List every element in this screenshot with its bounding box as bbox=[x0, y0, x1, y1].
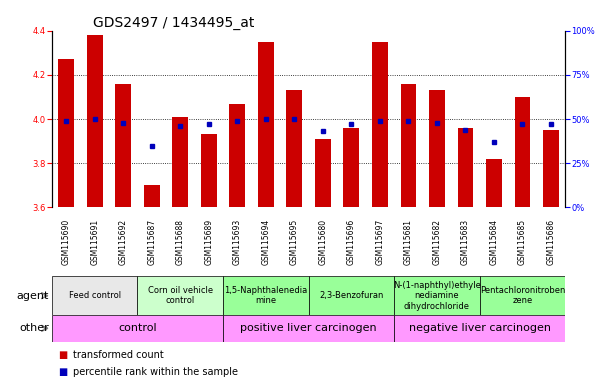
Text: GSM115688: GSM115688 bbox=[176, 219, 185, 265]
Bar bbox=[372, 42, 388, 207]
Bar bbox=[309, 276, 394, 315]
Bar bbox=[144, 185, 159, 207]
Text: transformed count: transformed count bbox=[73, 350, 164, 360]
Bar bbox=[258, 42, 274, 207]
Text: GSM115686: GSM115686 bbox=[546, 219, 555, 265]
Text: GSM115689: GSM115689 bbox=[204, 219, 213, 265]
Bar bbox=[287, 90, 302, 207]
Text: GSM115685: GSM115685 bbox=[518, 219, 527, 265]
Text: GDS2497 / 1434495_at: GDS2497 / 1434495_at bbox=[93, 16, 254, 30]
Text: GSM115692: GSM115692 bbox=[119, 219, 128, 265]
Text: N-(1-naphthyl)ethyle
nediamine
dihydrochloride: N-(1-naphthyl)ethyle nediamine dihydroch… bbox=[393, 281, 481, 311]
Bar bbox=[52, 315, 223, 342]
Text: Corn oil vehicle
control: Corn oil vehicle control bbox=[148, 286, 213, 305]
Text: positive liver carcinogen: positive liver carcinogen bbox=[240, 323, 377, 333]
Bar bbox=[87, 35, 103, 207]
Text: GSM115693: GSM115693 bbox=[233, 219, 242, 265]
Text: GSM115681: GSM115681 bbox=[404, 219, 413, 265]
Bar bbox=[458, 128, 473, 207]
Text: GSM115694: GSM115694 bbox=[262, 219, 270, 265]
Text: Pentachloronitroben
zene: Pentachloronitroben zene bbox=[480, 286, 565, 305]
Bar bbox=[343, 128, 359, 207]
Bar bbox=[394, 276, 480, 315]
Bar bbox=[115, 84, 131, 207]
Text: other: other bbox=[19, 323, 49, 333]
Text: GSM115684: GSM115684 bbox=[489, 219, 499, 265]
Text: Feed control: Feed control bbox=[68, 291, 121, 300]
Text: GSM115683: GSM115683 bbox=[461, 219, 470, 265]
Bar bbox=[137, 276, 223, 315]
Text: 2,3-Benzofuran: 2,3-Benzofuran bbox=[319, 291, 384, 300]
Bar bbox=[315, 139, 331, 207]
Text: control: control bbox=[118, 323, 157, 333]
Bar bbox=[201, 134, 216, 207]
Bar bbox=[394, 315, 565, 342]
Bar bbox=[223, 276, 309, 315]
Text: GSM115690: GSM115690 bbox=[62, 219, 71, 265]
Text: GSM115687: GSM115687 bbox=[147, 219, 156, 265]
Text: GSM115682: GSM115682 bbox=[433, 219, 441, 265]
Text: ■: ■ bbox=[58, 367, 67, 377]
Text: GSM115691: GSM115691 bbox=[90, 219, 99, 265]
Bar bbox=[401, 84, 416, 207]
Bar bbox=[543, 130, 559, 207]
Text: negative liver carcinogen: negative liver carcinogen bbox=[409, 323, 551, 333]
Bar bbox=[172, 117, 188, 207]
Bar bbox=[514, 97, 530, 207]
Text: GSM115695: GSM115695 bbox=[290, 219, 299, 265]
Text: GSM115680: GSM115680 bbox=[318, 219, 327, 265]
Bar bbox=[52, 276, 137, 315]
Text: agent: agent bbox=[16, 291, 49, 301]
Text: percentile rank within the sample: percentile rank within the sample bbox=[73, 367, 238, 377]
Text: GSM115696: GSM115696 bbox=[347, 219, 356, 265]
Bar bbox=[223, 315, 394, 342]
Text: 1,5-Naphthalenedia
mine: 1,5-Naphthalenedia mine bbox=[224, 286, 307, 305]
Bar bbox=[480, 276, 565, 315]
Bar bbox=[429, 90, 445, 207]
Bar bbox=[486, 159, 502, 207]
Bar bbox=[59, 60, 74, 207]
Bar bbox=[229, 104, 245, 207]
Text: ■: ■ bbox=[58, 350, 67, 360]
Text: GSM115697: GSM115697 bbox=[375, 219, 384, 265]
